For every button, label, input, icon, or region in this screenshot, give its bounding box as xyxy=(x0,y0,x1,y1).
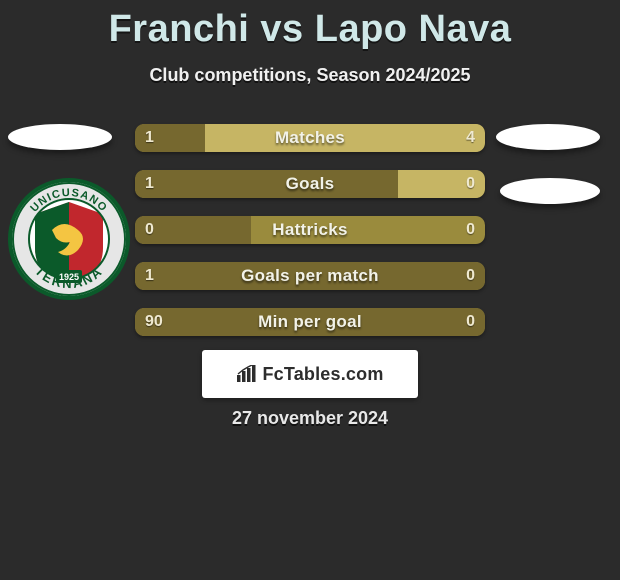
stat-row-min-per-goal: 900Min per goal xyxy=(135,308,485,336)
ternana-crest-icon: UNICUSANO TERNANA 1925 xyxy=(8,178,130,300)
stats-bars: 14Matches 10Goals 00Hattricks 10Goals per m… xyxy=(135,124,485,354)
player-left-avatar xyxy=(8,124,112,150)
bar-label: Goals xyxy=(135,170,485,198)
date-text: 27 november 2024 xyxy=(0,408,620,429)
stat-row-goals-per-match: 10Goals per match xyxy=(135,262,485,290)
bar-label: Min per goal xyxy=(135,308,485,336)
fctables-watermark: FcTables.com xyxy=(202,350,418,398)
stat-row-goals: 10Goals xyxy=(135,170,485,198)
bar-label: Matches xyxy=(135,124,485,152)
page-title: Franchi vs Lapo Nava xyxy=(0,0,620,51)
bar-label: Goals per match xyxy=(135,262,485,290)
crest-year: 1925 xyxy=(59,272,79,282)
club-left-badge: UNICUSANO TERNANA 1925 xyxy=(8,178,130,300)
player-right-avatar xyxy=(496,124,600,150)
bar-chart-icon xyxy=(236,365,256,383)
bar-label: Hattricks xyxy=(135,216,485,244)
page-subtitle: Club competitions, Season 2024/2025 xyxy=(0,65,620,86)
stat-row-matches: 14Matches xyxy=(135,124,485,152)
stat-row-hattricks: 00Hattricks xyxy=(135,216,485,244)
fctables-text: FcTables.com xyxy=(262,364,383,385)
club-right-badge xyxy=(500,178,600,204)
